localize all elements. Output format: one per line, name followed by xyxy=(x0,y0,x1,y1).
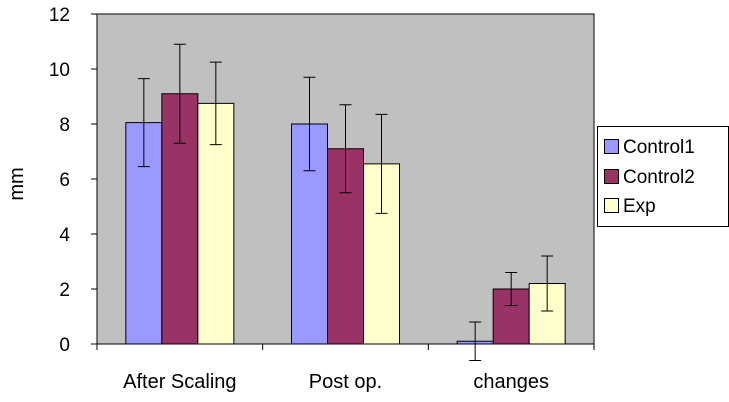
legend: Control1 Control2 Exp xyxy=(597,126,729,227)
x-tick-label-post-op: Post op. xyxy=(309,371,382,393)
error-bar-exp-after-scaling xyxy=(209,61,222,146)
y-tick-label-2: 4 xyxy=(59,225,70,246)
legend-swatch-control2 xyxy=(604,168,619,184)
y-tick-label-1: 2 xyxy=(59,280,70,301)
legend-label-control1: Control1 xyxy=(623,137,695,158)
x-tick-label-after-scaling: After Scaling xyxy=(123,371,236,393)
legend-label-exp: Exp xyxy=(623,196,656,217)
y-tick-label-4: 8 xyxy=(59,115,70,136)
bar-control1-post-op xyxy=(291,123,328,345)
legend-item-control2: Control2 xyxy=(604,166,695,190)
legend-label-control2: Control2 xyxy=(623,167,695,188)
legend-item-exp: Exp xyxy=(604,195,656,219)
error-bar-exp-changes xyxy=(541,255,554,312)
legend-item-control1: Control1 xyxy=(604,136,695,160)
y-tick-label-6: 12 xyxy=(49,5,70,26)
x-axis: After Scaling Post op. changes xyxy=(96,344,595,393)
error-bar-control1-after-scaling xyxy=(137,78,150,168)
x-tick-label-changes: changes xyxy=(473,371,549,393)
y-axis: 0 2 4 6 8 10 12 xyxy=(49,5,97,356)
error-bar-exp-post-op xyxy=(375,113,388,214)
error-bar-control1-post-op xyxy=(303,76,316,172)
error-bars-layer xyxy=(137,43,554,361)
error-bar-control2-post-op xyxy=(339,104,352,194)
y-tick-label-3: 6 xyxy=(59,170,70,191)
legend-swatch-control1 xyxy=(604,138,619,154)
y-axis-label: mm xyxy=(6,167,28,200)
error-bar-control2-after-scaling xyxy=(173,43,186,144)
y-tick-label-0: 0 xyxy=(59,335,70,356)
error-bar-control1-changes xyxy=(469,321,482,361)
error-bar-control2-changes xyxy=(505,272,518,306)
legend-swatch-exp xyxy=(604,197,619,213)
y-tick-label-5: 10 xyxy=(49,60,70,81)
